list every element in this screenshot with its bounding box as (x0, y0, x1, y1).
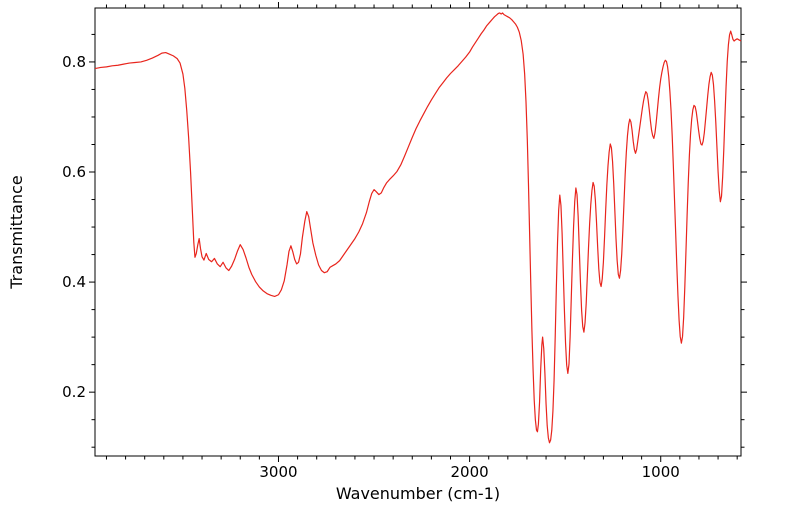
x-axis-label: Wavenumber (cm-1) (335, 484, 501, 503)
y-tick-label: 0.8 (62, 53, 86, 71)
y-axis-label: Transmittance (7, 175, 26, 289)
x-tick-label: 3000 (259, 463, 297, 481)
x-tick-label: 1000 (642, 463, 680, 481)
x-tick-label: 2000 (451, 463, 489, 481)
y-tick-label: 0.4 (62, 273, 86, 291)
plot-border (94, 7, 742, 457)
spectrum-line (94, 12, 742, 444)
y-tick-label: 0.6 (62, 163, 86, 181)
y-tick-label: 0.2 (62, 383, 86, 401)
